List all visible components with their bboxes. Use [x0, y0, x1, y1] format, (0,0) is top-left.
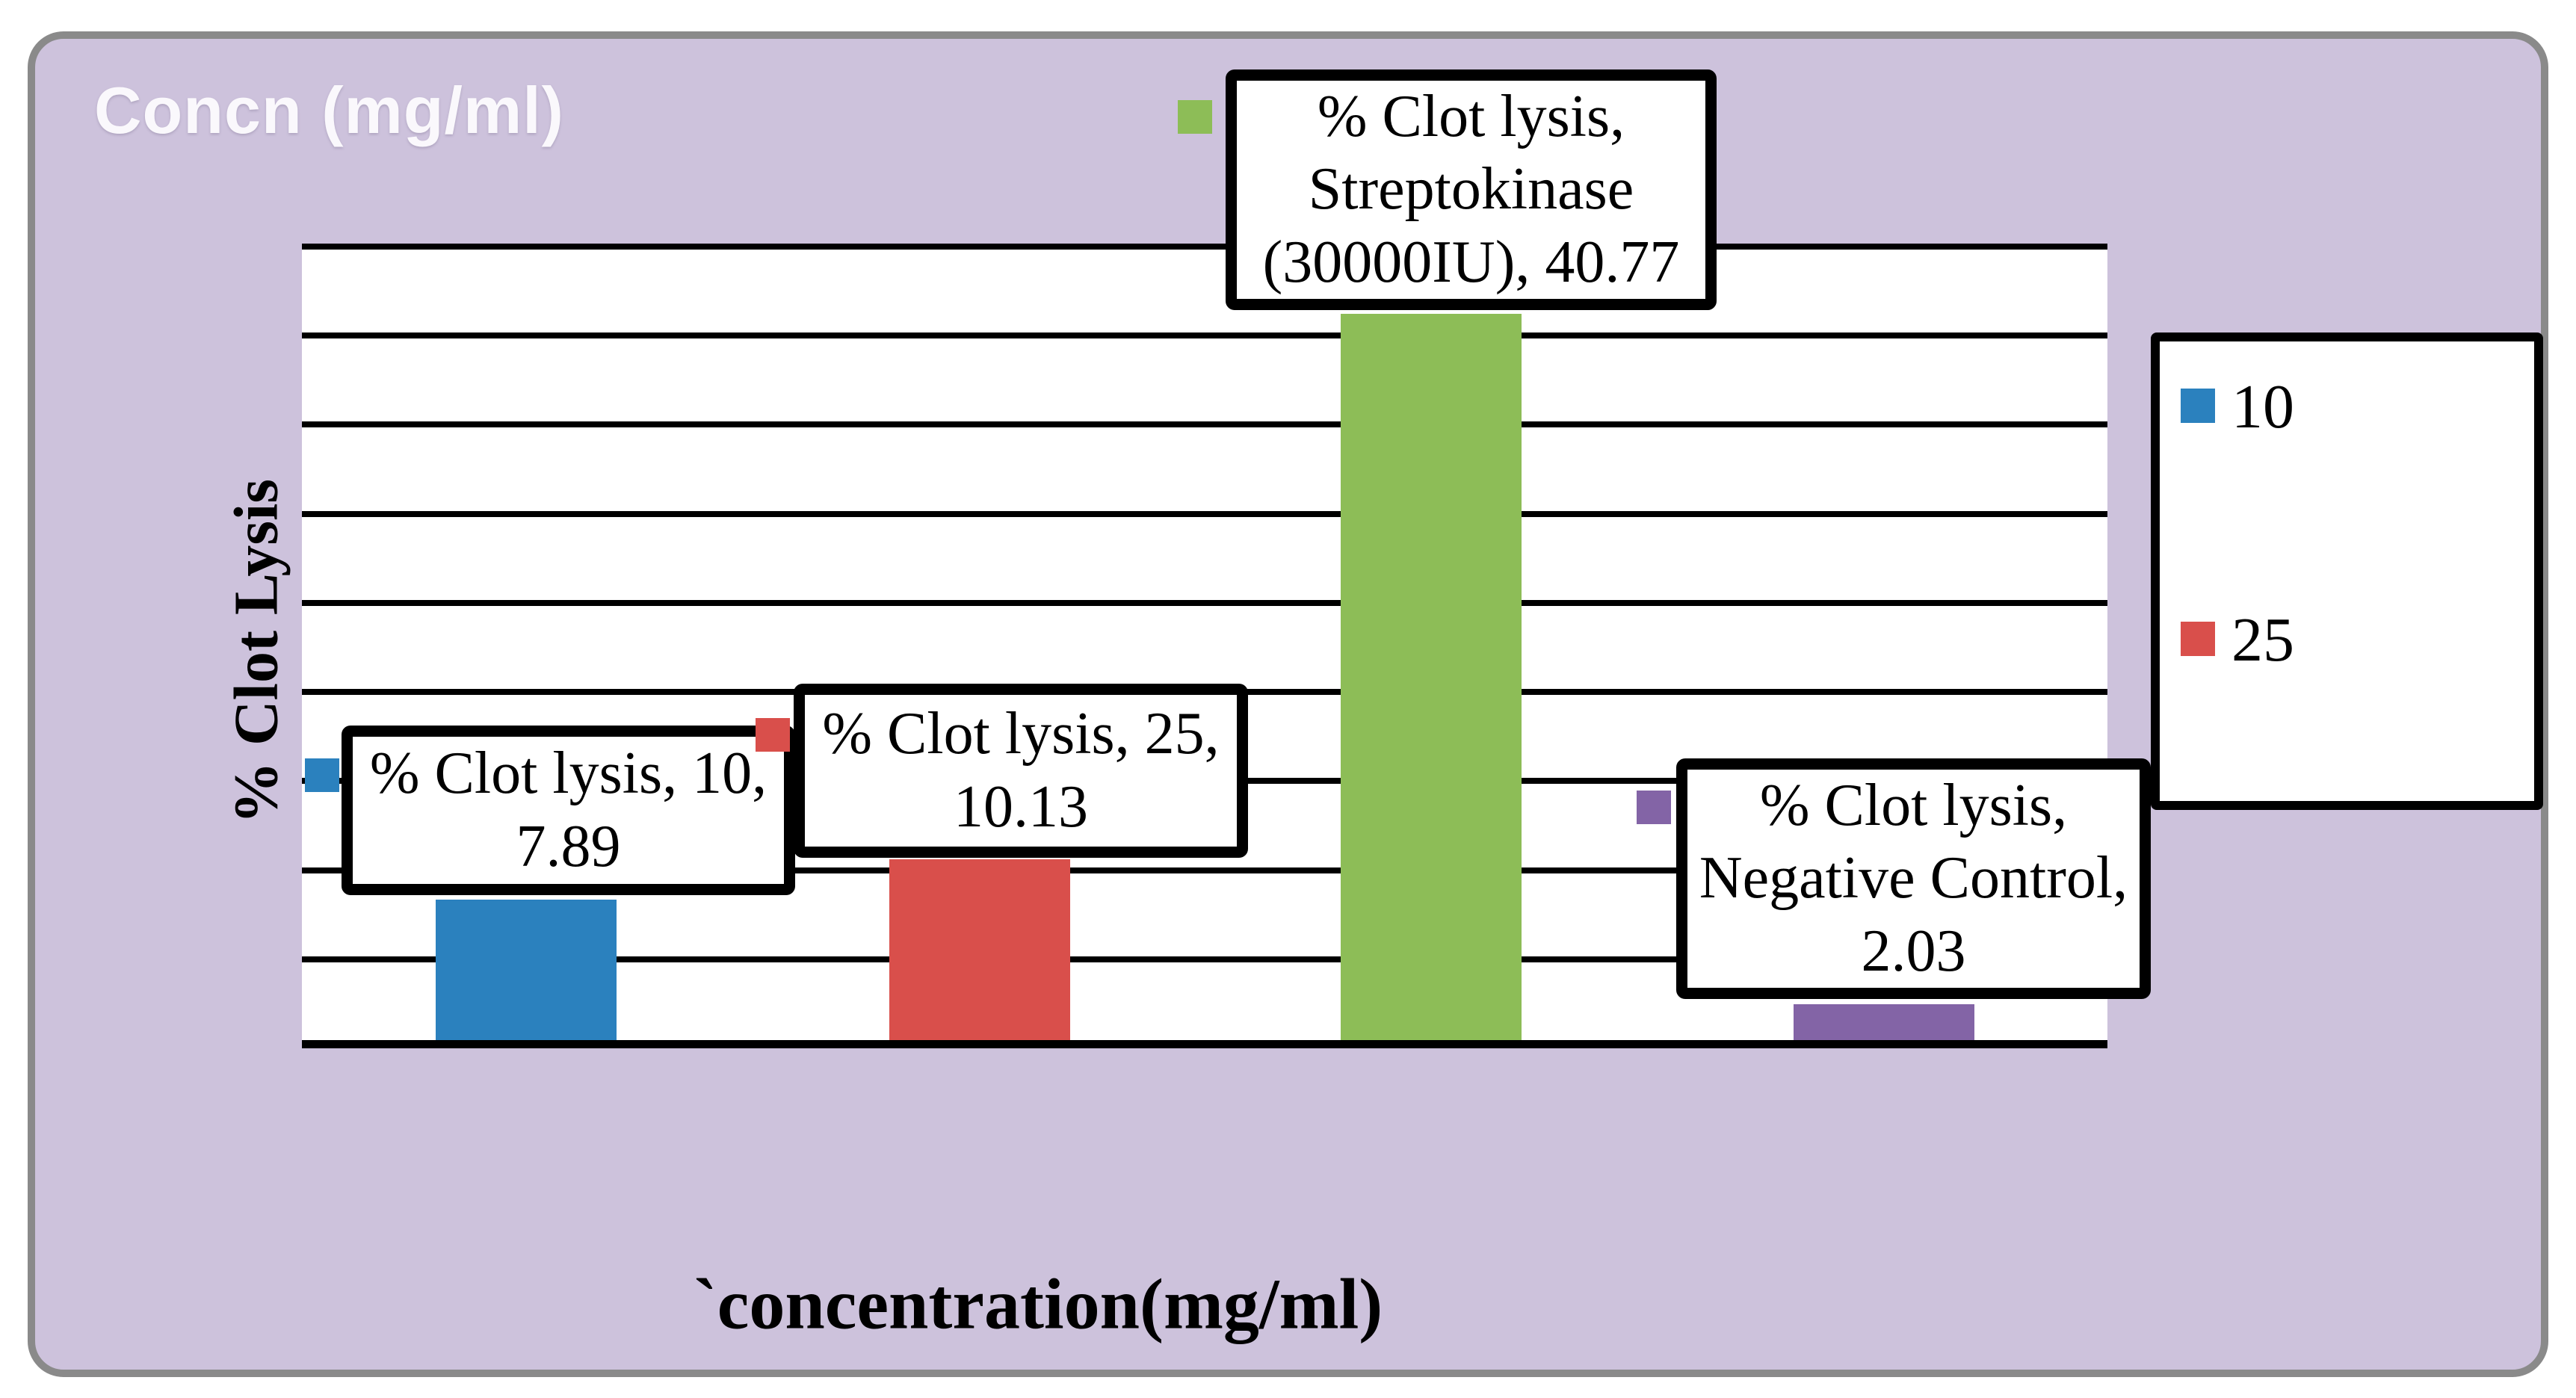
plot-area [302, 244, 2107, 1048]
gridline [302, 956, 2107, 962]
bar-negative-control [1794, 1003, 1974, 1040]
legend-item-25: 25 [2160, 605, 2534, 702]
data-label-box: % Clot lysis, 10, 7.89 [342, 726, 795, 895]
gridline [302, 867, 2107, 873]
gridline [302, 333, 2107, 339]
legend-label: 25 [2231, 605, 2294, 675]
gridline [302, 599, 2107, 606]
legend: 10 25 [2151, 333, 2543, 810]
gridline [302, 244, 2107, 250]
gridline [302, 421, 2107, 428]
legend-item-10: 10 [2160, 372, 2534, 469]
legend-label: 10 [2231, 372, 2294, 442]
data-label-box: % Clot lysis, Streptokinase (30000IU), 4… [1226, 69, 1717, 310]
legend-swatch [2181, 622, 2215, 656]
x-axis-title: `concentration(mg/ml) [693, 1264, 1383, 1344]
gridline [302, 510, 2107, 517]
legend-swatch [2181, 389, 2215, 423]
bar-10 [436, 899, 617, 1040]
chart-title: Concn (mg/ml) [94, 73, 564, 147]
data-label-marker [1637, 791, 1671, 824]
bar-streptokinase-30000iu [1341, 313, 1522, 1040]
bar-25 [889, 859, 1070, 1040]
data-label-box: % Clot lysis, Negative Control, 2.03 [1676, 758, 2151, 999]
data-label-box: % Clot lysis, 25, 10.13 [794, 684, 1248, 858]
x-axis-line [302, 1040, 2107, 1048]
data-label-marker [756, 718, 790, 752]
data-label-marker [1178, 100, 1212, 134]
data-label-marker [305, 758, 339, 792]
y-axis-title: % Clot Lysis [221, 478, 291, 825]
